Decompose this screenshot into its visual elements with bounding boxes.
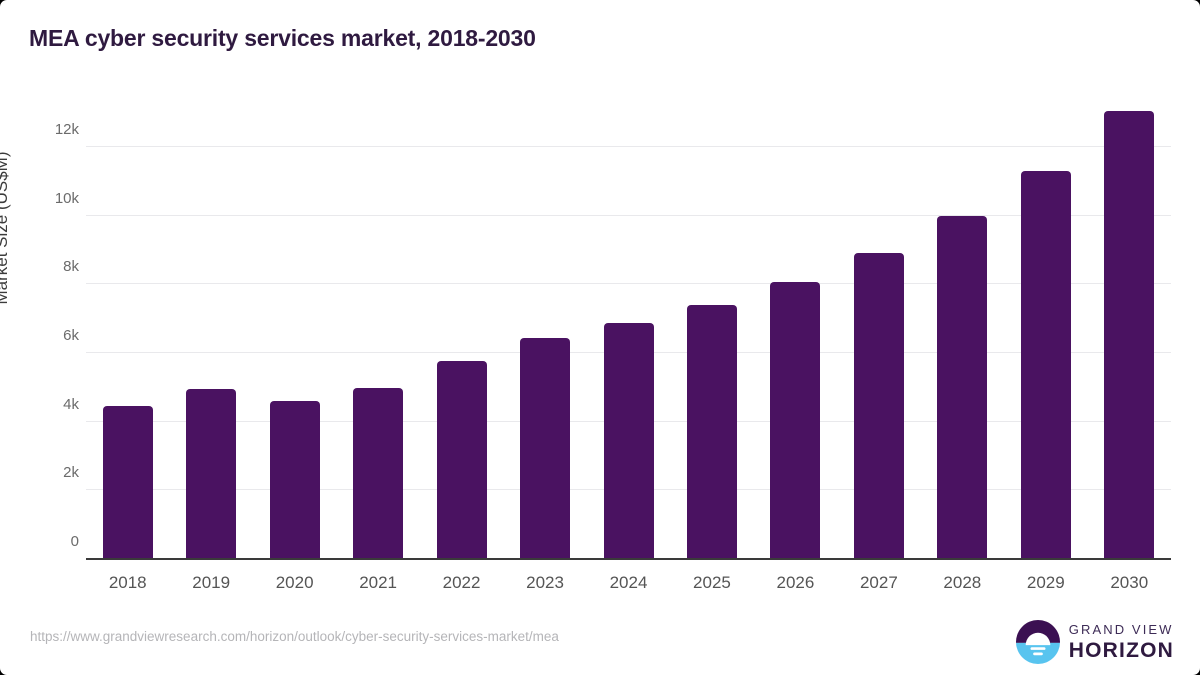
source-url[interactable]: https://www.grandviewresearch.com/horizo… bbox=[30, 629, 559, 644]
y-axis-tick-label: 0 bbox=[70, 533, 79, 550]
plot-area: 0 2k 4k 6k 8k 10k 12k bbox=[55, 100, 1171, 560]
x-axis-tick-label: 2018 bbox=[108, 573, 147, 592]
y-axis-tick-label: 10k bbox=[54, 189, 79, 207]
x-axis-tick-label: 2024 bbox=[609, 573, 648, 592]
logo-wordmark: GRAND VIEW HORIZON bbox=[1069, 623, 1174, 661]
x-axis-tick-label: 2020 bbox=[275, 573, 314, 592]
x-axis-tick-label: 2026 bbox=[776, 573, 815, 592]
y-axis-tick-label: 6k bbox=[63, 327, 79, 344]
y-axis-tick-label: 12k bbox=[54, 121, 79, 138]
x-axis-tick-label: 2019 bbox=[192, 573, 231, 592]
y-axis-tick-label: 2k bbox=[63, 464, 79, 482]
bar[interactable] bbox=[102, 405, 153, 559]
x-axis-tick-labels: 2018 2019 2020 2021 2022 2023 2024 2025 2026 2027… bbox=[86, 561, 1171, 601]
bar[interactable] bbox=[937, 216, 988, 559]
gridline bbox=[86, 214, 1171, 216]
bar[interactable] bbox=[436, 360, 487, 559]
bar[interactable] bbox=[686, 304, 737, 559]
bar[interactable] bbox=[853, 253, 904, 559]
bar[interactable] bbox=[603, 323, 654, 559]
x-axis-tick-label: 2021 bbox=[359, 573, 398, 592]
bar[interactable] bbox=[1104, 110, 1155, 559]
brand-logo[interactable]: GRAND VIEW HORIZON bbox=[1015, 618, 1174, 666]
y-axis-tick-label: 4k bbox=[63, 395, 79, 413]
bar[interactable] bbox=[353, 388, 404, 559]
bar[interactable] bbox=[1020, 171, 1071, 559]
bar[interactable] bbox=[770, 281, 821, 559]
grand-view-horizon-logo-icon bbox=[1015, 620, 1060, 664]
bar[interactable] bbox=[186, 389, 237, 559]
logo-top-line: GRAND VIEW bbox=[1068, 622, 1174, 637]
x-axis-tick-label: 2028 bbox=[943, 573, 982, 592]
bar[interactable] bbox=[269, 401, 320, 559]
x-axis-tick-label: 2027 bbox=[859, 573, 898, 592]
y-axis-title: Market Size (US$M) bbox=[0, 151, 11, 305]
page-title: MEA cyber security services market, 2018… bbox=[29, 25, 536, 51]
x-axis-tick-label: 2030 bbox=[1110, 573, 1149, 592]
x-axis-tick-label: 2022 bbox=[442, 573, 481, 592]
logo-bottom-line: HORIZON bbox=[1068, 639, 1174, 662]
x-axis-line bbox=[86, 558, 1171, 560]
y-axis-tick-label: 8k bbox=[63, 258, 79, 276]
bar[interactable] bbox=[520, 338, 571, 559]
x-axis-tick-label: 2023 bbox=[526, 573, 564, 592]
x-axis-tick-label: 2029 bbox=[1026, 573, 1065, 592]
gridline bbox=[86, 146, 1171, 147]
gridline bbox=[86, 283, 1171, 285]
x-axis-tick-label: 2025 bbox=[693, 573, 731, 592]
